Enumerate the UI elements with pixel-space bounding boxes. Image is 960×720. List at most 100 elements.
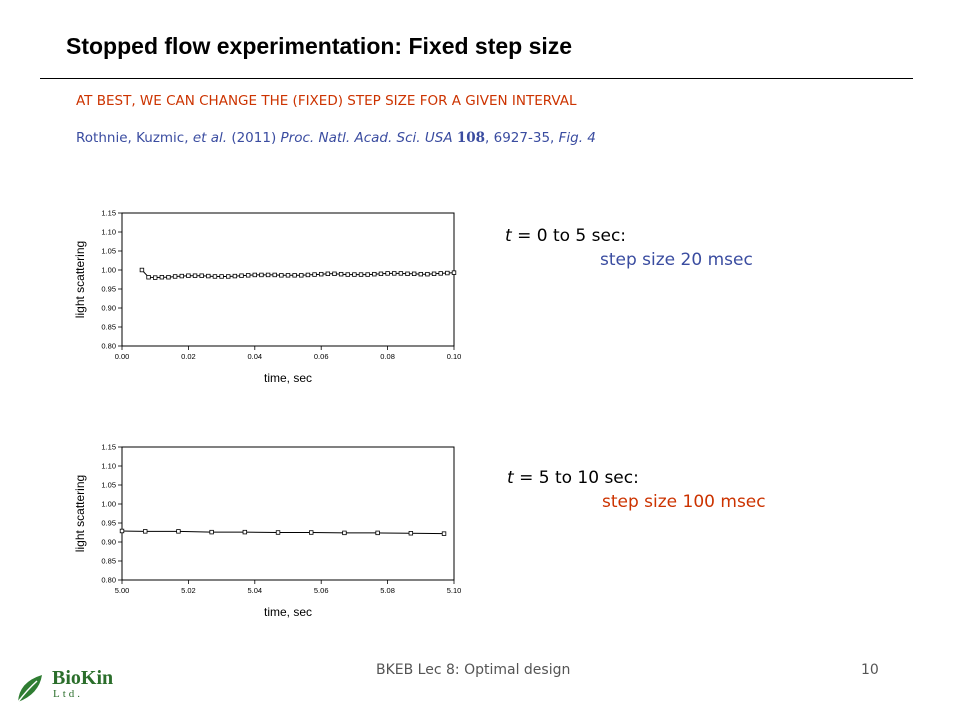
- x-tick-label: 0.10: [447, 352, 462, 361]
- data-point: [272, 272, 277, 278]
- y-tick-label: 0.90: [101, 538, 116, 547]
- citation: Rothnie, Kuzmic, et al. (2011) Proc. Nat…: [76, 130, 596, 146]
- data-point: [405, 271, 410, 276]
- y-tick-label: 0.90: [101, 304, 116, 313]
- data-point: [265, 272, 271, 278]
- data-point: [305, 272, 311, 278]
- data-point: [159, 275, 165, 280]
- data-point: [451, 270, 457, 275]
- data-point: [176, 529, 181, 534]
- data-point: [209, 529, 214, 535]
- chart-bottom-svg: 0.80 0.85 0.90 0.95 1.00 1.05 1.10 1.15 5.00 5.02…: [73, 443, 462, 620]
- y-tick-label: 1.15: [101, 443, 116, 452]
- data-point: [375, 530, 380, 536]
- title-divider: [40, 78, 913, 79]
- y-tick-label: 1.10: [101, 228, 116, 237]
- data-point: [438, 271, 443, 276]
- y-tick-label: 0.85: [101, 323, 116, 332]
- data-point: [153, 275, 158, 280]
- y-tick-label: 0.95: [101, 285, 116, 294]
- data-point: [259, 272, 264, 278]
- data-point: [172, 274, 178, 279]
- x-tick-label: 5.10: [447, 586, 462, 595]
- data-point: [431, 271, 437, 276]
- data-point: [445, 270, 450, 276]
- y-tick-label: 1.05: [101, 481, 116, 490]
- data-point: [212, 274, 218, 279]
- y-tick-label: 1.00: [101, 266, 116, 275]
- data-point: [312, 272, 317, 277]
- note-interval-2: t = 5 to 10 sec: step size 100 msec: [507, 468, 766, 512]
- x-tick-label: 0.08: [380, 352, 395, 361]
- y-tick-label: 1.10: [101, 462, 116, 471]
- data-point: [139, 267, 145, 273]
- note-interval-1-step: step size 20 msec: [600, 250, 753, 270]
- data-point: [408, 531, 414, 536]
- data-point: [206, 273, 211, 279]
- data-point: [385, 271, 390, 276]
- x-axis-label: time, sec: [264, 371, 312, 385]
- chart-top: 0.80 0.85 0.90 0.95 1.00 1.05 1.10 1.15 0.00 0.02…: [70, 200, 470, 390]
- data-point: [441, 531, 447, 536]
- citation-etal: et al.: [192, 130, 228, 146]
- data-point: [146, 275, 151, 280]
- leaf-icon: [15, 672, 45, 704]
- y-tick-label: 1.00: [101, 500, 116, 509]
- data-point: [332, 271, 337, 276]
- citation-journal: Proc. Natl. Acad. Sci. USA: [280, 130, 453, 146]
- y-axis-label: light scattering: [73, 241, 87, 318]
- note-interval-2-range: t = 5 to 10 sec:: [507, 468, 639, 488]
- data-point: [179, 273, 184, 279]
- data-point: [252, 272, 257, 278]
- biokin-logo: BioKin Ltd.: [15, 668, 127, 708]
- data-point: [425, 271, 430, 277]
- note-interval-2-step: step size 100 msec: [602, 492, 766, 512]
- x-tick-label: 5.00: [115, 586, 130, 595]
- data-point: [342, 530, 347, 536]
- x-axis-label: time, sec: [264, 605, 312, 619]
- data-point: [352, 272, 357, 277]
- note-interval-1-range: t = 0 to 5 sec:: [505, 226, 627, 246]
- note-interval-1: t = 0 to 5 sec: step size 20 msec: [505, 226, 753, 270]
- data-point: [186, 273, 191, 278]
- citation-volume: 108: [456, 130, 486, 146]
- footer-text: BKEB Lec 8: Optimal design: [376, 662, 571, 678]
- y-tick-label: 1.15: [101, 209, 116, 218]
- page-number: 10: [861, 662, 879, 678]
- x-tick-label: 0.06: [314, 352, 329, 361]
- chart-top-svg: 0.80 0.85 0.90 0.95 1.00 1.05 1.10 1.15 0.00 0.02…: [73, 209, 462, 386]
- data-point: [358, 272, 364, 277]
- plot-frame: [121, 446, 455, 581]
- x-tick-label: 0.02: [181, 352, 196, 361]
- y-tick-label: 1.05: [101, 247, 116, 256]
- data-point: [398, 271, 404, 276]
- x-tick-label: 5.08: [380, 586, 395, 595]
- data-point: [325, 271, 331, 276]
- data-point: [279, 273, 284, 278]
- logo-name: BioKin: [52, 667, 114, 689]
- data-point: [309, 530, 314, 535]
- x-tick-label: 0.04: [247, 352, 262, 361]
- data-point: [338, 271, 344, 277]
- x-tick-label: 5.06: [314, 586, 329, 595]
- data-point: [285, 273, 291, 278]
- y-axis-label: light scattering: [73, 475, 87, 552]
- data-point: [299, 273, 304, 278]
- y-tick-label: 0.80: [101, 576, 116, 585]
- data-point: [411, 271, 417, 276]
- plot-frame: [121, 212, 455, 347]
- y-tick-label: 0.80: [101, 342, 116, 351]
- data-point: [372, 271, 377, 277]
- citation-pages: , 6927-35,: [485, 130, 559, 146]
- chart-bottom: 0.80 0.85 0.90 0.95 1.00 1.05 1.10 1.15 5.00 5.02…: [70, 434, 470, 624]
- x-tick-label: 0.00: [115, 352, 130, 361]
- x-tick-label: 5.02: [181, 586, 196, 595]
- data-point: [318, 271, 324, 277]
- x-tick-label: 5.04: [247, 586, 262, 595]
- data-point: [219, 274, 224, 279]
- data-point: [232, 273, 238, 279]
- y-tick-label: 0.85: [101, 557, 116, 566]
- data-point: [392, 271, 397, 276]
- subheading: AT BEST, WE CAN CHANGE THE (FIXED) STEP …: [76, 93, 577, 109]
- data-point: [119, 528, 125, 534]
